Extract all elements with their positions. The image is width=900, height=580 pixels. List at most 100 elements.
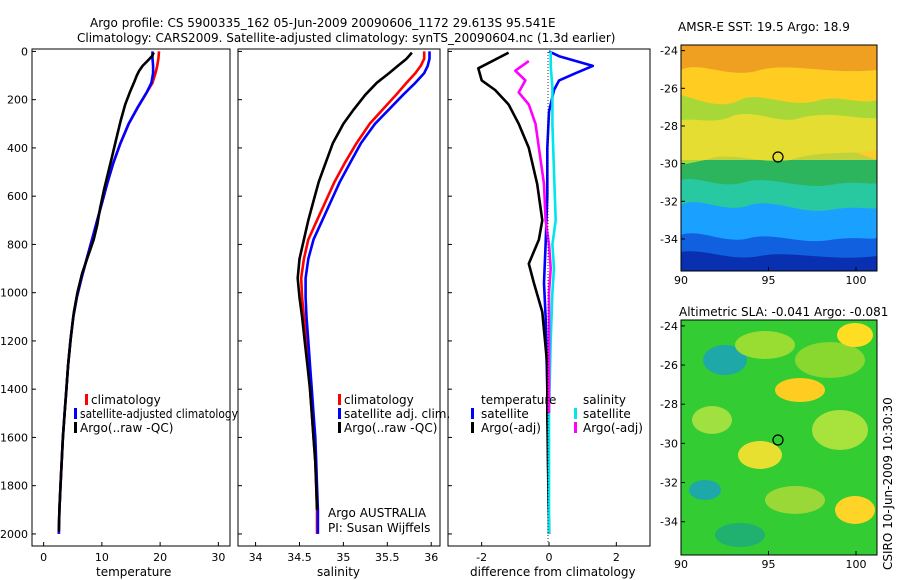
map-y-tick-label: -24 bbox=[660, 320, 678, 333]
legend-temp-satellite: satellite bbox=[481, 407, 529, 421]
series-climatology bbox=[299, 51, 426, 534]
map-y-tick-label: -24 bbox=[660, 45, 678, 58]
temperature-panel-frame bbox=[31, 48, 231, 547]
legend-swatch-red bbox=[85, 394, 88, 405]
legend-sal-satellite: satellite bbox=[583, 407, 631, 421]
legend-salinity-title: salinity bbox=[583, 393, 626, 407]
series-argo-raw-qc- bbox=[57, 52, 155, 532]
sla-title-mid: Argo: bbox=[810, 305, 850, 319]
x-tick-label: 10 bbox=[95, 551, 109, 564]
depth-tick-label: 200 bbox=[7, 94, 28, 107]
legend-swatch-blue bbox=[471, 408, 474, 419]
legend-climatology: climatology bbox=[91, 393, 161, 407]
legend-swatch-blue bbox=[74, 408, 77, 419]
sla-argo-value: -0.081 bbox=[850, 305, 889, 319]
series-argo-raw-qc- bbox=[296, 51, 413, 510]
series-satellite-adj-clim- bbox=[304, 51, 431, 534]
legend-temp-argo: Argo(-adj) bbox=[481, 421, 541, 435]
series-climatology bbox=[57, 51, 161, 534]
depth-tick-label: 600 bbox=[7, 190, 28, 203]
map-y-tick-label: -28 bbox=[660, 120, 678, 133]
depth-tick-label: 2000 bbox=[0, 528, 28, 541]
argo-pi-label: PI: Susan Wijffels bbox=[328, 521, 430, 535]
map-x-tick-label: 100 bbox=[846, 274, 867, 287]
series-satellite-adjusted-climatology bbox=[57, 51, 155, 534]
sla-map-frame bbox=[680, 319, 878, 556]
x-tick-label: 2 bbox=[613, 551, 620, 564]
difference-plot: -2 0 2 bbox=[448, 50, 620, 564]
difference-legend: temperature satellite Argo(-adj) salinit… bbox=[471, 393, 643, 435]
sst-title-mid: Argo: bbox=[784, 20, 824, 34]
legend-argo: Argo(..raw -QC) bbox=[80, 421, 173, 435]
salinity-panel-frame bbox=[237, 48, 441, 547]
legend-swatch-cyan bbox=[574, 408, 577, 419]
legend-swatch-black bbox=[74, 422, 77, 433]
temperature-plot: 0 10 20 30 bbox=[32, 50, 225, 564]
legend-swatch-blue bbox=[338, 408, 341, 419]
map-axes: -24 -26 -28 -30 -32 -34 90 95 100 -24 -26 -28 -30 -32… bbox=[660, 45, 866, 571]
sla-map-title: Altimetric SLA: -0.041 Argo: -0.081 bbox=[679, 305, 888, 319]
depth-tick-label: 1800 bbox=[0, 480, 28, 493]
argo-country-label: Argo AUSTRALIA bbox=[328, 506, 427, 520]
sst-heatmap bbox=[681, 45, 877, 271]
salinity-plot: 34 34.5 35 35.5 36 bbox=[238, 50, 438, 564]
legend-argo: Argo(..raw -QC) bbox=[344, 421, 437, 435]
legend-temperature-title: temperature bbox=[481, 393, 556, 407]
depth-tick-label: 1000 bbox=[0, 287, 28, 300]
map-y-tick-label: -26 bbox=[660, 82, 678, 95]
series-salinity-argo-adj- bbox=[514, 60, 552, 414]
x-tick-label: 34 bbox=[249, 551, 263, 564]
map-y-tick-label: -32 bbox=[660, 195, 678, 208]
sst-map-title: AMSR-E SST: 19.5 Argo: 18.9 bbox=[678, 20, 850, 34]
series-temperature-satellite bbox=[542, 50, 595, 534]
sst-value: 19.5 bbox=[757, 20, 784, 34]
x-tick-label: 34.5 bbox=[287, 551, 312, 564]
map-x-tick-label: 95 bbox=[762, 558, 776, 571]
legend-sal-argo: Argo(-adj) bbox=[583, 421, 643, 435]
x-tick-label: 36 bbox=[424, 551, 438, 564]
difference-xlabel: difference from climatology bbox=[470, 565, 636, 579]
map-y-tick-label: -28 bbox=[660, 398, 678, 411]
x-tick-label: 0 bbox=[546, 551, 553, 564]
map-y-tick-label: -30 bbox=[660, 158, 678, 171]
sst-argo-value: 18.9 bbox=[823, 20, 850, 34]
legend-satellite: satellite-adjusted climatology bbox=[80, 407, 238, 421]
x-tick-label: 35 bbox=[336, 551, 350, 564]
legend-swatch-black bbox=[338, 422, 341, 433]
figure-title-line1: Argo profile: CS 5900335_162 05-Jun-2009… bbox=[90, 16, 556, 30]
depth-tick-label: 800 bbox=[7, 238, 28, 251]
legend-climatology: climatology bbox=[344, 393, 414, 407]
legend-swatch-black bbox=[471, 422, 474, 433]
sst-title-prefix: AMSR-E SST: bbox=[678, 20, 757, 34]
depth-tick-label: 0 bbox=[21, 45, 28, 58]
figure-title-line2: Climatology: CARS2009. Satellite-adjuste… bbox=[77, 31, 615, 45]
sla-heatmap bbox=[681, 320, 877, 555]
legend-swatch-magenta bbox=[574, 422, 577, 433]
x-tick-label: 0 bbox=[40, 551, 47, 564]
map-y-tick-label: -34 bbox=[660, 516, 678, 529]
salinity-xlabel: salinity bbox=[317, 565, 360, 579]
map-y-tick-label: -34 bbox=[660, 233, 678, 246]
credit-label: CSIRO 10-Jun-2009 10:30:30 bbox=[881, 397, 895, 570]
x-tick-label: 35.5 bbox=[375, 551, 400, 564]
series-salinity-satellite bbox=[547, 51, 557, 534]
map-y-tick-label: -30 bbox=[660, 437, 678, 450]
temperature-xlabel: temperature bbox=[96, 565, 171, 579]
map-y-tick-label: -32 bbox=[660, 477, 678, 490]
depth-tick-label: 1600 bbox=[0, 431, 28, 444]
series-temperature-argo-adj- bbox=[477, 51, 551, 534]
map-x-tick-label: 95 bbox=[762, 274, 776, 287]
depth-tick-label: 1400 bbox=[0, 383, 28, 396]
legend-swatch-red bbox=[338, 394, 341, 405]
depth-tick-label: 400 bbox=[7, 142, 28, 155]
sla-title-prefix: Altimetric SLA: bbox=[679, 305, 771, 319]
salinity-legend: climatology satellite adj. clim. Argo(..… bbox=[328, 393, 450, 535]
map-y-tick-label: -26 bbox=[660, 359, 678, 372]
depth-axis: 0 200 400 600 800 1000 1200 1400 1600 1800 2000 bbox=[0, 45, 28, 541]
sla-argo-location-marker bbox=[772, 434, 784, 446]
x-tick-label: 30 bbox=[211, 551, 225, 564]
sla-value: -0.041 bbox=[771, 305, 810, 319]
x-tick-label: -2 bbox=[476, 551, 487, 564]
x-tick-label: 20 bbox=[153, 551, 167, 564]
